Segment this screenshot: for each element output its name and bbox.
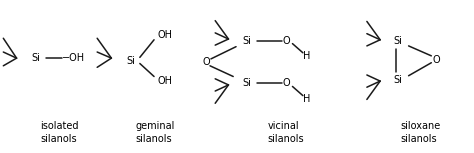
Text: H: H — [303, 51, 310, 61]
Text: −OH: −OH — [62, 53, 85, 63]
Text: H: H — [303, 94, 310, 104]
Text: geminal
silanols: geminal silanols — [135, 121, 174, 144]
Text: vicinal
silanols: vicinal silanols — [268, 121, 304, 144]
Text: O: O — [283, 78, 291, 88]
Text: Si: Si — [126, 56, 135, 66]
Text: Si: Si — [31, 53, 40, 63]
Text: OH: OH — [158, 76, 173, 86]
Text: isolated
silanols: isolated silanols — [40, 121, 79, 144]
Text: Si: Si — [242, 78, 251, 88]
Text: Si: Si — [242, 35, 251, 46]
Text: Si: Si — [394, 75, 402, 85]
Text: O: O — [202, 57, 210, 67]
Text: O: O — [432, 55, 440, 65]
Text: O: O — [283, 35, 291, 46]
Text: OH: OH — [158, 30, 173, 40]
Text: siloxane
silanols: siloxane silanols — [401, 121, 441, 144]
Text: Si: Si — [394, 36, 402, 46]
